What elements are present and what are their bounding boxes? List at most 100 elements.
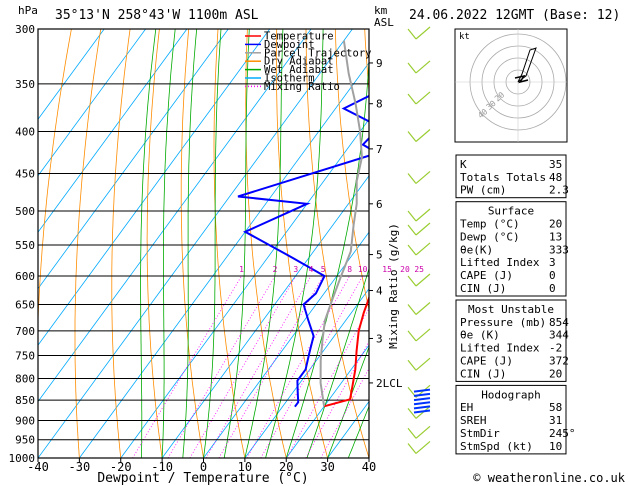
hodograph-trace	[514, 74, 529, 84]
mixing-ratio-tick-label: 4	[309, 265, 314, 274]
altitude-tick-label: 6	[376, 198, 383, 211]
table-row-value: 35	[549, 158, 562, 171]
pressure-tick-label: 500	[15, 205, 35, 218]
pressure-unit-label: hPa	[18, 4, 38, 17]
isotherm-line	[38, 29, 229, 290]
dry-adiabat-line	[74, 29, 102, 458]
isotherm-line	[38, 29, 146, 177]
table-row-value: 344	[549, 329, 569, 342]
wind-barb-icon	[407, 26, 431, 40]
altitude-tick-label: 9	[376, 57, 383, 70]
temperature-tick-label: 0	[200, 460, 207, 474]
table-row-value: 20	[549, 218, 562, 231]
wet-adiabat-line	[182, 29, 198, 458]
pressure-tick-label: 650	[15, 299, 35, 312]
table-box	[455, 201, 567, 297]
legend-label: Parcel Trajectory	[264, 47, 371, 59]
altitude-tick-label: 5	[376, 249, 383, 262]
wind-barb-icon	[407, 208, 431, 222]
mixing-ratio-ticks: 1 2 3 4 5 8 10 15 20 25	[239, 265, 424, 274]
mixing-ratio-tick-label: 1	[239, 265, 244, 274]
isotherm-line	[38, 29, 271, 346]
table-row-value: 10	[549, 440, 562, 453]
valid-time: 24.06.2022 12GMT (Base: 12)	[409, 8, 620, 23]
isotherm-line	[38, 29, 312, 403]
table-row-label: Temp (°C)	[460, 218, 520, 231]
dry-adiabat-line	[180, 29, 204, 458]
temperature-tick-label: 10	[238, 460, 252, 474]
table-row-label: StmSpd (kt)	[460, 440, 533, 453]
pressure-tick-label: 450	[15, 167, 35, 180]
mixing-ratio-tick-label: 15	[382, 265, 392, 274]
wet-adiabat-line	[203, 29, 222, 458]
table-title: Hodograph	[481, 388, 541, 401]
table-row-value: 3	[549, 256, 556, 269]
table-row-label: CAPE (J)	[460, 355, 513, 368]
pressure-tick-label: 850	[15, 394, 35, 407]
pressure-axis: 300 350 400 450 500 550 600 650 700 750 800 850 900 9…	[9, 23, 36, 465]
dry-adiabat-line	[111, 29, 131, 458]
wet-adiabat-line	[327, 345, 369, 458]
series-parcel-trajectory	[319, 40, 363, 407]
pressure-tick-label: 300	[15, 23, 35, 36]
mixing-ratio-line	[260, 275, 364, 458]
table-row-label: SREH	[460, 414, 487, 427]
mixing-ratio-tick-label: 5	[321, 265, 326, 274]
table-row-value: 31	[549, 414, 562, 427]
wind-barb-icon	[407, 405, 431, 419]
temperature-tick-label: -20	[110, 460, 132, 474]
table-row-label: EH	[460, 401, 473, 414]
pressure-tick-label: 400	[15, 126, 35, 139]
mixing-ratio-tick-label: 8	[347, 265, 352, 274]
altitude-tick-label: 8	[376, 98, 383, 111]
isotherm-line	[79, 62, 369, 458]
altitude-reference-label: ASL	[374, 16, 394, 29]
pressure-tick-label: 900	[15, 414, 35, 427]
isotherm-line	[120, 118, 369, 458]
table-row-value: 58	[549, 401, 562, 414]
wind-barb-icon	[407, 302, 431, 315]
temperature-tick-label: 20	[279, 460, 293, 474]
mixing-ratio-line	[246, 275, 350, 458]
wind-barb-icon	[413, 409, 431, 414]
dry-adiabat-line	[213, 29, 246, 458]
dry-adiabat-line	[305, 29, 369, 458]
wind-barb-icon	[413, 397, 431, 402]
wet-adiabat-line	[285, 55, 369, 458]
temperature-tick-label: -10	[151, 460, 173, 474]
table-row-value: 13	[549, 230, 562, 243]
table-row-value: 854	[549, 316, 569, 329]
wet-adiabat-line	[306, 267, 369, 458]
isotherm-line	[38, 29, 188, 233]
pressure-tick-label: 750	[15, 349, 35, 362]
pressure-tick-label: 350	[15, 78, 35, 91]
mixing-ratio-tick-label: 25	[414, 265, 424, 274]
wind-barb-icon	[413, 392, 431, 397]
pressure-tick-label: 700	[15, 325, 35, 338]
skewt-plot: 3003504004505005506006507007508008509009…	[9, 23, 425, 486]
wet-adiabat-line	[347, 405, 369, 458]
mixing-ratio-axis-title: Mixing Ratio (g/kg)	[387, 223, 400, 349]
table-row-value: -2	[549, 342, 562, 355]
table-box	[455, 384, 567, 455]
wind-barb-icon	[407, 129, 431, 142]
hodograph-frame	[454, 28, 568, 143]
wind-barb-icon	[413, 405, 431, 410]
table-row-label: Dewp (°C)	[460, 230, 520, 243]
altitude-tick-label: 2LCL	[376, 377, 403, 390]
table-row-label: Lifted Index	[460, 256, 540, 269]
hodograph-unit-label: kt	[459, 32, 470, 42]
table-row-label: Pressure (mb)	[460, 316, 546, 329]
mixing-ratio-line	[132, 275, 242, 458]
legend-label: Dry Adiabat	[264, 56, 334, 68]
wind-barb-icon	[407, 171, 431, 184]
series-dewpoint	[237, 94, 369, 408]
profiles	[237, 40, 369, 408]
table-row-value: 0	[549, 269, 556, 282]
altitude-axis: 9 8 7 6 5 4 3 2LCL	[369, 57, 403, 390]
isotherm-line	[38, 29, 105, 121]
table-row-label: CAPE (J)	[460, 269, 513, 282]
